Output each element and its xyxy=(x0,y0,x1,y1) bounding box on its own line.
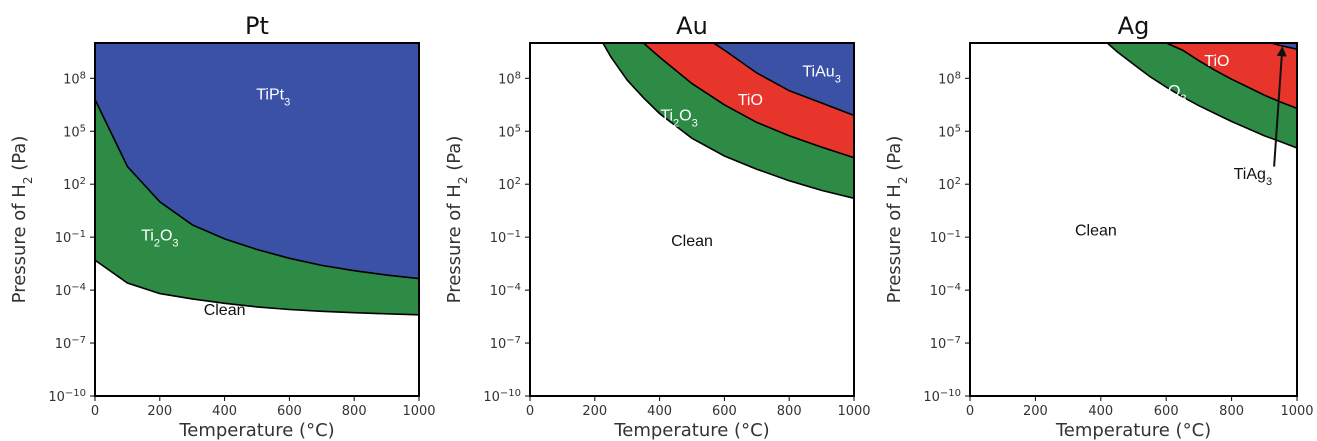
x-tick-label: 400 xyxy=(1088,404,1113,419)
x-tick-label: 600 xyxy=(277,404,302,419)
y-tick-label: 10−10 xyxy=(483,388,521,406)
y-tick-label: 102 xyxy=(938,176,961,194)
x-tick-label: 1000 xyxy=(1280,404,1313,419)
x-tick-label: 1000 xyxy=(837,404,870,419)
y-tick-label: 10−4 xyxy=(490,282,521,300)
panel-title: Ag xyxy=(1118,12,1150,40)
x-tick-label: 200 xyxy=(582,404,607,419)
x-tick-label: 400 xyxy=(647,404,672,419)
x-tick-label: 800 xyxy=(342,404,367,419)
y-axis-label: Pressure of H2 (Pa) xyxy=(884,136,910,304)
regions xyxy=(95,43,419,316)
x-tick-label: 0 xyxy=(526,404,534,419)
y-tick-label: 108 xyxy=(938,70,961,88)
y-tick-label: 10−1 xyxy=(490,229,521,247)
region-label-tiau3: TiAu3 xyxy=(802,64,840,86)
region-label-tiag3: TiAg3 xyxy=(1234,166,1272,188)
region-tiau3 xyxy=(712,43,854,117)
region-tiag3 xyxy=(1267,43,1297,50)
y-tick-label: 10−7 xyxy=(490,335,521,353)
region-label-tio: TiO xyxy=(738,92,763,109)
region-label-clean: Clean xyxy=(204,302,246,319)
plot-frame xyxy=(529,42,855,397)
y-tick-label: 102 xyxy=(498,176,521,194)
y-tick-label: 10−4 xyxy=(55,282,86,300)
y-axis-label: Pressure of H2 (Pa) xyxy=(9,136,35,304)
y-tick-label: 10−10 xyxy=(923,388,961,406)
x-tick-label: 0 xyxy=(91,404,99,419)
y-tick-label: 105 xyxy=(938,123,961,141)
x-tick-label: 600 xyxy=(712,404,737,419)
y-tick-label: 10−1 xyxy=(55,229,86,247)
y-axis-label: Pressure of H2 (Pa) xyxy=(444,136,470,304)
x-tick-label: 200 xyxy=(147,404,172,419)
y-tick-label: 10−7 xyxy=(55,335,86,353)
x-tick-label: 1000 xyxy=(402,404,435,419)
y-tick-label: 105 xyxy=(63,123,86,141)
x-axis-label: Temperature (°C) xyxy=(178,420,334,441)
y-tick-label: 108 xyxy=(63,70,86,88)
y-tick-label: 102 xyxy=(63,176,86,194)
y-tick-label: 10−4 xyxy=(930,282,961,300)
y-tick-label: 10−10 xyxy=(48,388,86,406)
x-tick-label: 800 xyxy=(1219,404,1244,419)
regions xyxy=(602,43,854,200)
region-tipt3 xyxy=(95,43,419,280)
panel-pt: Pt 0 200 400 600 800 1000 108 105 102 10−1 10−4 10−7… xyxy=(9,12,436,441)
region-label-clean: Clean xyxy=(1075,222,1117,239)
region-label-clean: Clean xyxy=(671,233,713,250)
panel-au: Au 0 200 400 600 800 1000 108 105 102 10−1 10−4 10−7… xyxy=(444,12,871,441)
region-label-ti2o3: Ti2O3 xyxy=(1149,83,1186,105)
x-axis-label: Temperature (°C) xyxy=(613,420,769,441)
plot-frame xyxy=(94,42,420,397)
regions xyxy=(1106,43,1297,149)
x-tick-label: 800 xyxy=(777,404,802,419)
panel-ag: Ag 0 200 400 600 800 1000 108 105 102 10−1 10−4 10−7… xyxy=(884,12,1314,441)
region-label-ti2o3: Ti2O3 xyxy=(660,108,697,130)
x-tick-label: 0 xyxy=(966,404,974,419)
panel-title: Pt xyxy=(245,12,269,40)
x-tick-label: 600 xyxy=(1154,404,1179,419)
panel-title: Au xyxy=(676,12,708,40)
region-tio xyxy=(1165,43,1297,110)
region-label-ti2o3: Ti2O3 xyxy=(141,228,178,250)
region-label-tipt3: TiPt3 xyxy=(256,86,290,108)
x-axis-label: Temperature (°C) xyxy=(1055,420,1211,441)
region-label-tio: TiO xyxy=(1204,53,1229,70)
annotation-arrow xyxy=(1273,46,1287,167)
plot-frame xyxy=(969,42,1298,397)
y-tick-label: 108 xyxy=(498,70,521,88)
x-tick-label: 200 xyxy=(1023,404,1048,419)
y-tick-label: 10−7 xyxy=(930,335,961,353)
x-tick-label: 400 xyxy=(212,404,237,419)
y-tick-label: 10−1 xyxy=(930,229,961,247)
y-tick-label: 105 xyxy=(498,123,521,141)
